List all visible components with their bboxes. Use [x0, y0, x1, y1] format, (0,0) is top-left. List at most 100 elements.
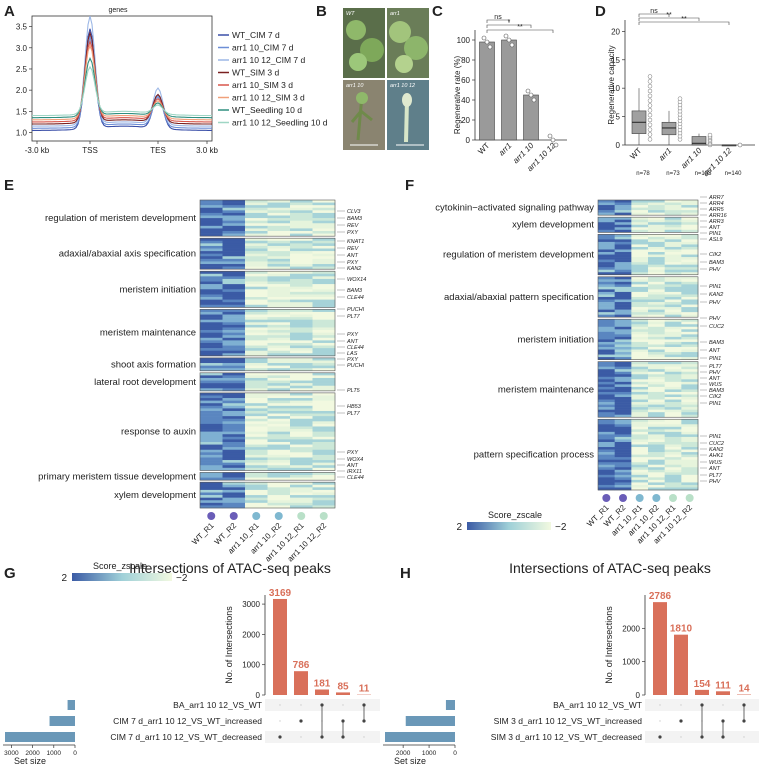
upset-matrix-dot: [680, 704, 682, 706]
heat-cell: [664, 376, 682, 380]
heat-block: [597, 216, 699, 233]
heat-cell: [290, 233, 313, 237]
heat-cell: [312, 335, 336, 339]
heat-cell: [664, 357, 682, 360]
c-sig-label: ns: [494, 14, 502, 21]
c-sig-label: **: [517, 24, 523, 31]
heat-cell: [631, 212, 649, 216]
heat-cell: [681, 222, 699, 226]
heat-cell: [648, 200, 665, 203]
heat-cell: [631, 482, 649, 486]
heat-cell: [681, 414, 699, 418]
heat-cell: [245, 200, 268, 203]
heat-cell: [614, 269, 632, 273]
f-gene-label: PIN1: [709, 401, 721, 407]
heat-cell: [614, 309, 632, 313]
heat-cell: [631, 329, 649, 333]
heat-cell: [290, 353, 313, 357]
heat-cell: [222, 421, 246, 425]
heat-block: [597, 276, 699, 318]
heat-cell: [598, 326, 615, 330]
heat-cell: [267, 335, 291, 339]
heat-cell: [312, 266, 336, 270]
heat-cell: [648, 364, 665, 367]
heat-cell: [290, 207, 313, 211]
heat-cell: [664, 386, 682, 390]
heat-cell: [664, 309, 682, 313]
heat-cell: [681, 444, 699, 448]
heat-block: [199, 237, 336, 270]
heat-cell: [245, 264, 268, 267]
heat-cell: [631, 391, 649, 395]
heat-cell: [614, 419, 632, 423]
heat-cell: [312, 289, 336, 293]
heat-cell: [681, 344, 699, 348]
heat-cell: [664, 339, 682, 343]
heat-cell: [245, 223, 268, 227]
upset-set-tick-label: 3000: [4, 750, 19, 757]
heat-cell: [614, 296, 632, 300]
heat-cell: [267, 447, 291, 451]
heat-cell: [648, 474, 665, 478]
heat-cell: [267, 363, 291, 366]
e-sample-dot: [229, 512, 238, 520]
heat-cell: [598, 331, 615, 335]
e-gene-label: BAM3: [347, 288, 363, 294]
d-sig-label: **: [666, 12, 672, 19]
upset-set-label: CIM 7 d_arr1 10 12_VS_WT_decreased: [110, 732, 262, 742]
a-curve: [32, 39, 212, 123]
heat-cell: [614, 472, 632, 476]
heat-cell: [614, 272, 632, 276]
heat-cell: [681, 234, 699, 238]
heat-cell: [267, 342, 291, 346]
heat-cell: [631, 361, 649, 365]
upset-set-tick-label: 2000: [396, 750, 411, 757]
heat-cell: [312, 429, 336, 432]
heat-cell: [200, 436, 223, 440]
heat-cell: [664, 449, 682, 453]
heat-cell: [631, 304, 649, 308]
upset-matrix-dot: [743, 736, 745, 738]
heat-cell: [614, 464, 632, 468]
heat-cell: [598, 249, 615, 253]
heat-cell: [290, 210, 313, 214]
heat-cell: [290, 474, 313, 478]
heat-cell: [648, 381, 665, 385]
heat-cell: [631, 331, 649, 335]
heat-cell: [598, 234, 615, 238]
heat-cell: [614, 482, 632, 486]
heat-cell: [664, 344, 682, 348]
heat-cell: [200, 324, 223, 328]
heat-cell: [664, 272, 682, 276]
upset-matrix-dot: [658, 735, 662, 739]
heat-cell: [631, 324, 649, 328]
heat-cell: [681, 371, 699, 375]
heat-cell: [648, 276, 665, 280]
c-point: [481, 35, 487, 41]
upset-set-tick-label: 1000: [47, 750, 62, 757]
heat-cell: [681, 217, 699, 220]
heat-cell: [222, 383, 246, 387]
heat-cell: [312, 380, 336, 384]
heat-cell: [312, 210, 336, 214]
heat-cell: [631, 217, 649, 220]
heat-cell: [681, 464, 699, 468]
heat-cell: [267, 256, 291, 260]
heat-cell: [631, 259, 649, 263]
heat-cell: [614, 467, 632, 471]
upset-bar-label: 154: [694, 679, 711, 690]
heat-cell: [267, 207, 291, 211]
heat-cell: [648, 309, 665, 313]
heat-cell: [648, 462, 665, 466]
heat-cell: [245, 291, 268, 295]
heat-cell: [222, 281, 246, 285]
heat-cell: [614, 347, 632, 350]
heat-cell: [664, 336, 682, 340]
heat-cell: [631, 424, 649, 428]
heat-cell: [598, 424, 615, 428]
heat-cell: [267, 286, 291, 290]
upset-set-bar: [49, 716, 75, 726]
panel-a-frame: [31, 15, 213, 142]
heat-cell: [614, 286, 632, 290]
